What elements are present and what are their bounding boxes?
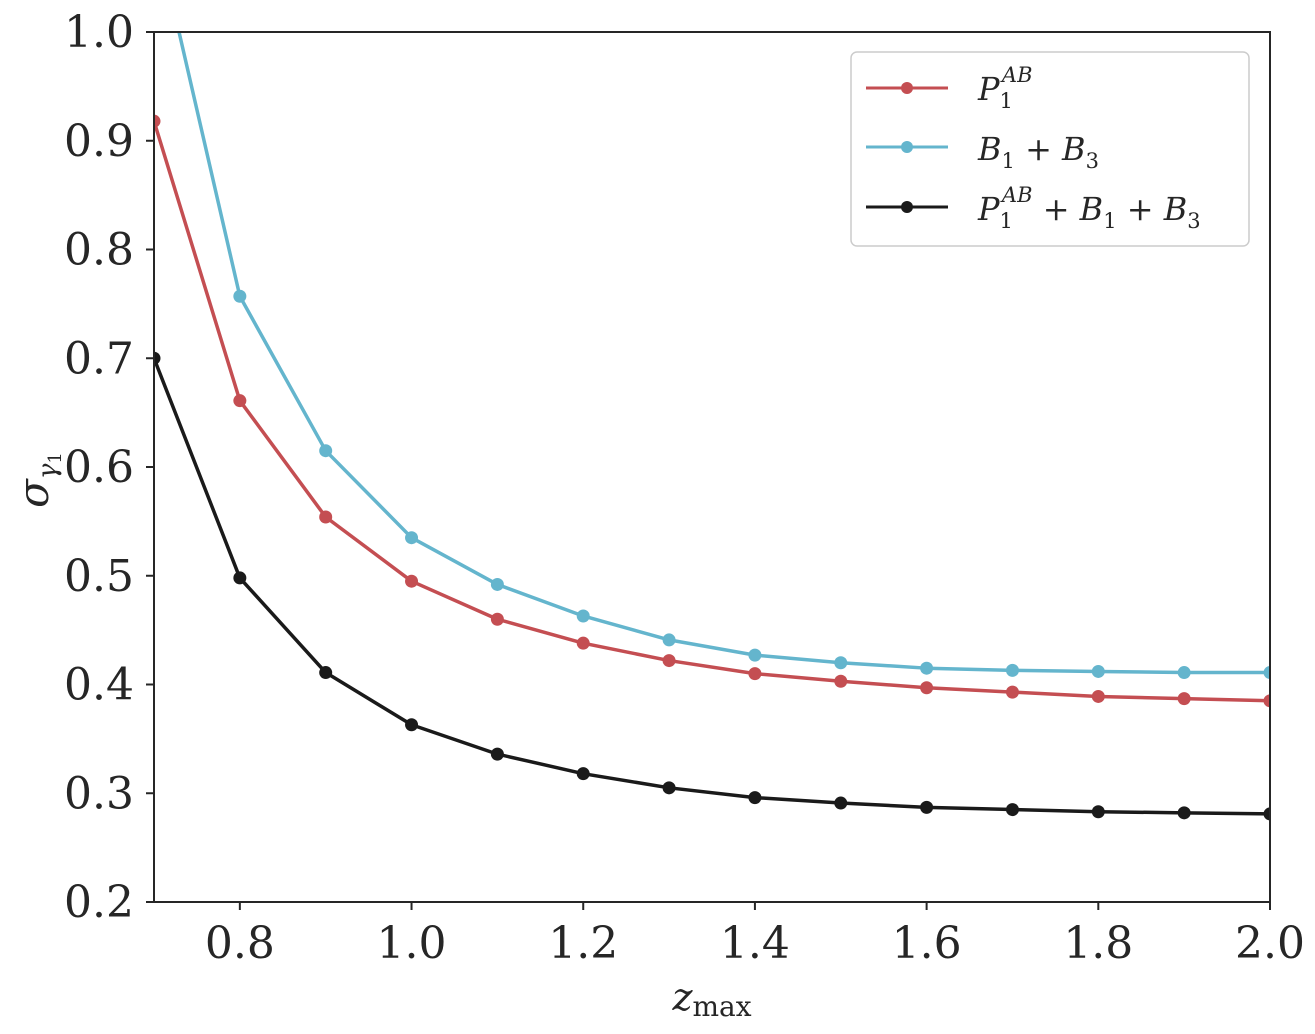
legend-comb-sub-b1: 1 (1103, 209, 1116, 233)
x-axis-label-main: z (671, 975, 693, 1019)
series-2-point (1005, 803, 1019, 817)
legend-p1ab-sup: AB (1000, 63, 1033, 87)
legend-b1b3-sub3: 3 (1086, 149, 1099, 173)
series-2-point (662, 781, 676, 795)
legend-comb-b3: B (1163, 190, 1188, 228)
y-tick-label: 0.6 (64, 442, 134, 493)
series-1-point (576, 609, 590, 623)
series-1-point (1005, 663, 1019, 677)
ticks-layer: 0.2 0.3 0.4 0.5 0.6 0.7 0.8 0.9 1.0 0.8 1.0 1.2 1.4 1… (64, 7, 1305, 969)
series-2-point (319, 666, 333, 680)
y-axis-label: σγ1 (9, 452, 66, 508)
y-tick-label: 0.7 (64, 333, 134, 384)
legend-label-combined: P1AB + B1 + B3 (977, 183, 1201, 233)
x-axis-label: zmax (671, 975, 751, 1023)
series-0-point (576, 636, 590, 650)
x-tick-label: 0.8 (205, 918, 275, 969)
legend-b1b3-plus: + (1015, 130, 1062, 168)
x-tick-label: 1.6 (892, 918, 962, 969)
series-line-2 (154, 357, 1270, 816)
legend-p1ab-sub: 1 (1000, 89, 1013, 113)
series-line-0 (154, 120, 1270, 703)
series-0-point (748, 667, 762, 681)
legend-comb-sup: AB (1000, 183, 1033, 207)
x-tick-label: 1.0 (377, 918, 447, 969)
x-tick-label: 1.8 (1063, 918, 1133, 969)
legend-marker-p1ab (901, 82, 913, 94)
series-2-point (405, 718, 419, 732)
legend-label-b1b3: B1 + B3 (977, 130, 1099, 173)
series-0-point (662, 654, 676, 668)
series-0-point (1177, 692, 1191, 706)
legend-comb-plus2: + (1117, 190, 1164, 228)
y-axis-label-main: σ (9, 478, 58, 508)
y-tick-label: 0.2 (64, 877, 134, 928)
legend-b1b3-b1: B (977, 130, 1002, 168)
x-tick-label: 2.0 (1235, 918, 1305, 969)
y-tick-label: 0.3 (64, 768, 134, 819)
series-0-point (233, 394, 247, 408)
legend-comb-b1: B (1079, 190, 1104, 228)
series-0-point (490, 612, 504, 626)
series-2-point (748, 791, 762, 805)
series-0-point (154, 114, 161, 128)
x-axis-label-sub: max (692, 990, 751, 1023)
series-1-point (319, 444, 333, 458)
series-0-point (405, 574, 419, 588)
series-line-1 (177, 32, 1270, 675)
x-tick-label: 1.4 (720, 918, 790, 969)
y-axis-label-subsub: 1 (45, 452, 66, 463)
y-tick-label: 0.8 (64, 225, 134, 276)
series-2-point (490, 747, 504, 761)
series-1-point (233, 289, 247, 303)
series-1-point (920, 661, 934, 675)
legend-b1b3-b3: B (1061, 130, 1086, 168)
legend-comb-sub1: 1 (1000, 209, 1013, 233)
legend-comb-plus1: + (1033, 190, 1080, 228)
y-tick-label: 1.0 (64, 7, 134, 58)
series-0-point (319, 510, 333, 524)
series-layer (154, 32, 1270, 821)
series-2-point (834, 796, 848, 810)
y-axis-label-sub: γ (33, 463, 63, 479)
series-1-point (1263, 666, 1270, 680)
series-2-point (576, 767, 590, 781)
series-2-point (154, 351, 161, 365)
series-0-point (1091, 689, 1105, 703)
legend-b1b3-sub1: 1 (1002, 149, 1015, 173)
series-2-point (233, 571, 247, 585)
series-0-point (1263, 694, 1270, 708)
series-2-point (920, 800, 934, 814)
x-tick-label: 1.2 (548, 918, 618, 969)
legend-marker-combined (901, 201, 913, 213)
legend-label-p1ab: P1AB (977, 63, 1033, 113)
series-0-point (1005, 685, 1019, 699)
y-tick-label: 0.5 (64, 551, 134, 602)
series-2-point (1091, 805, 1105, 819)
legend-p1ab-p: P (977, 70, 1000, 108)
legend: P1AB B1 + B3 P1AB + B1 + B3 (850, 51, 1250, 247)
series-1-point (1091, 664, 1105, 678)
series-1-point (748, 648, 762, 662)
series-1-point (834, 656, 848, 670)
series-1-point (662, 633, 676, 647)
legend-comb-p: P (977, 190, 1000, 228)
legend-marker-b1b3 (901, 141, 913, 153)
series-0-point (834, 674, 848, 688)
series-2-point (1177, 806, 1191, 820)
series-1-point (405, 531, 419, 545)
series-2-point (1263, 807, 1270, 821)
legend-box (850, 51, 1250, 247)
series-0-point (920, 681, 934, 695)
y-tick-label: 0.4 (64, 660, 134, 711)
y-tick-label: 0.9 (64, 116, 134, 167)
legend-comb-sub-b3: 3 (1187, 209, 1200, 233)
series-1-point (490, 577, 504, 591)
series-1-point (1177, 666, 1191, 680)
